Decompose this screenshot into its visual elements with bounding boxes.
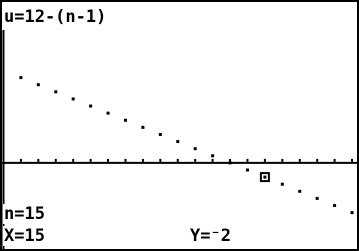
x-tick xyxy=(212,159,214,162)
point xyxy=(229,161,232,164)
point xyxy=(211,154,214,157)
point xyxy=(194,147,197,150)
point xyxy=(107,112,110,115)
x-tick xyxy=(107,159,109,162)
x-tick xyxy=(159,159,161,162)
trace-label: Y=⁻2 xyxy=(190,226,231,246)
point xyxy=(89,105,92,108)
x-tick xyxy=(264,159,266,162)
point xyxy=(54,90,57,93)
page: {"chart_data": {"type": "scatter", "titl… xyxy=(0,0,359,251)
point xyxy=(263,176,266,179)
x-tick xyxy=(37,159,39,162)
x-tick xyxy=(142,159,144,162)
point xyxy=(19,76,22,79)
point xyxy=(176,140,179,143)
x-tick xyxy=(299,159,301,162)
point xyxy=(159,133,162,136)
point xyxy=(246,168,249,171)
x-tick xyxy=(194,159,196,162)
point xyxy=(37,83,40,86)
x-tick xyxy=(55,159,57,162)
point xyxy=(333,204,336,207)
x-tick xyxy=(90,159,92,162)
point xyxy=(298,190,301,193)
point xyxy=(281,183,284,186)
x-tick xyxy=(124,159,126,162)
equation: u=12-(n-1) xyxy=(4,7,106,27)
x-tick xyxy=(351,159,353,162)
point xyxy=(316,197,319,200)
point xyxy=(351,211,354,214)
point xyxy=(141,126,144,129)
trace-label: n=15 xyxy=(4,204,45,224)
x-tick xyxy=(246,159,248,162)
calculator-screen: u=12-(n-1) n=15X=15 Y=⁻2 xyxy=(0,0,359,251)
trace-label: X=15 xyxy=(4,226,45,246)
point xyxy=(124,119,127,122)
x-tick xyxy=(177,159,179,162)
x-tick xyxy=(20,159,22,162)
x-tick xyxy=(334,159,336,162)
point xyxy=(72,97,75,100)
x-tick xyxy=(72,159,74,162)
x-tick xyxy=(316,159,318,162)
x-tick xyxy=(281,159,283,162)
screen-border xyxy=(1,1,358,250)
